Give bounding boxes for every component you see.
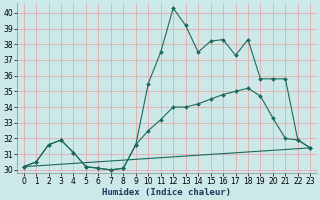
- X-axis label: Humidex (Indice chaleur): Humidex (Indice chaleur): [102, 188, 231, 197]
